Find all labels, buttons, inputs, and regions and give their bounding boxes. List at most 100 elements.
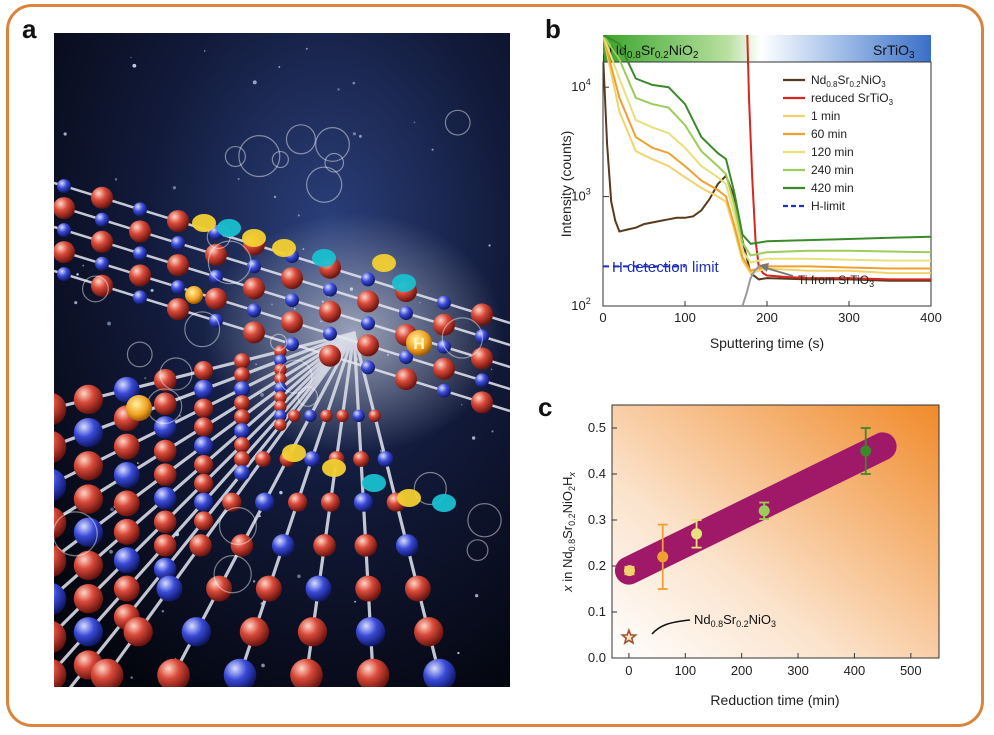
star	[359, 134, 362, 138]
star	[110, 507, 114, 512]
nickel-atom	[234, 437, 250, 453]
oxygen-atom	[355, 617, 386, 647]
nickel-atom	[153, 463, 177, 486]
star	[63, 132, 67, 136]
star	[431, 148, 434, 151]
nickel-atom	[281, 311, 303, 334]
panel-label-c: c	[538, 392, 553, 422]
hydrogen-atom: H	[406, 330, 432, 356]
nickel-atom	[320, 409, 333, 423]
oxygen-atom	[352, 409, 365, 423]
nickel-atom	[194, 417, 214, 437]
star	[305, 47, 308, 50]
bubble	[413, 471, 447, 506]
nickel-atom	[73, 384, 104, 415]
nickel-atom	[54, 659, 67, 687]
oxygen-atom	[475, 329, 489, 344]
nickel-atom	[153, 534, 177, 557]
nickel-atom	[167, 210, 189, 233]
orbital-lobe	[217, 219, 241, 237]
bubble	[315, 127, 350, 162]
oxygen-atom	[181, 617, 211, 647]
bubble	[466, 539, 489, 562]
star	[273, 195, 277, 199]
star	[74, 301, 78, 305]
star	[278, 66, 281, 69]
nickel-atom	[234, 395, 250, 411]
oxygen-atom	[209, 313, 223, 328]
star	[109, 549, 113, 554]
oxygen-atom	[153, 416, 177, 439]
bubble	[126, 341, 153, 368]
nickel-atom	[167, 254, 189, 277]
orbital-lobe	[242, 229, 266, 247]
oxygen-atom	[209, 269, 223, 284]
oxygen-atom	[361, 316, 375, 331]
oxygen-atom	[285, 293, 299, 308]
orbital-lobe	[282, 444, 306, 462]
oxygen-atom	[57, 179, 71, 194]
oxygen-atom	[54, 583, 67, 615]
nickel-atom	[113, 575, 140, 602]
nickel-atom	[357, 334, 379, 357]
figure-frame	[6, 4, 984, 727]
oxygen-atom	[234, 465, 250, 481]
nickel-atom	[54, 197, 75, 220]
oxygen-atom	[305, 575, 332, 602]
oxygen-atom	[153, 486, 177, 510]
nickel-atom	[239, 617, 270, 647]
star	[132, 63, 137, 68]
orbital-lobe	[312, 249, 336, 267]
star	[352, 132, 356, 136]
star	[413, 121, 416, 124]
star	[474, 594, 479, 598]
star	[352, 81, 356, 85]
nickel-atom	[297, 617, 328, 647]
nickel-atom	[234, 409, 250, 425]
nickel-atom	[123, 617, 153, 647]
oxygen-atom	[323, 282, 337, 297]
nickel-atom	[274, 400, 287, 413]
oxygen-atom	[73, 517, 104, 547]
oxygen-atom	[353, 492, 373, 512]
star	[261, 663, 265, 668]
nickel-atom	[113, 518, 140, 545]
oxygen-atom	[113, 376, 140, 403]
nickel-atom	[157, 658, 190, 687]
nickel-atom	[274, 345, 287, 358]
oxygen-atom	[54, 469, 67, 501]
nickel-atom	[113, 433, 140, 460]
nickel-atom	[91, 186, 113, 209]
nickel-atom	[234, 367, 250, 383]
nickel-atom	[433, 313, 455, 336]
orbital-lobe	[397, 489, 421, 507]
nickel-atom	[356, 658, 390, 687]
bubble	[81, 275, 109, 303]
bubble	[54, 511, 98, 557]
nickel-atom	[357, 290, 379, 313]
nickel-atom	[290, 658, 323, 687]
bubble	[306, 166, 343, 203]
oxygen-atom	[171, 280, 185, 295]
orbital-lobe	[392, 274, 416, 292]
star	[252, 80, 257, 85]
star	[237, 177, 240, 181]
star	[252, 580, 256, 583]
nickel-atom	[336, 409, 349, 423]
nickel-atom	[113, 490, 140, 517]
nickel-atom	[471, 347, 493, 370]
nickel-atom	[153, 392, 177, 416]
oxygen-atom	[423, 658, 456, 687]
oxygen-atom	[304, 409, 317, 423]
star	[76, 273, 79, 276]
oxygen-atom	[194, 492, 214, 512]
oxygen-atom	[73, 417, 104, 448]
nickel-atom	[404, 575, 431, 602]
nickel-atom	[353, 451, 369, 467]
star	[130, 676, 133, 679]
star	[107, 321, 112, 326]
nickel-atom	[471, 391, 493, 414]
nickel-atom	[205, 243, 227, 266]
lattice-rod	[54, 269, 510, 413]
oxygen-atom	[304, 451, 320, 467]
